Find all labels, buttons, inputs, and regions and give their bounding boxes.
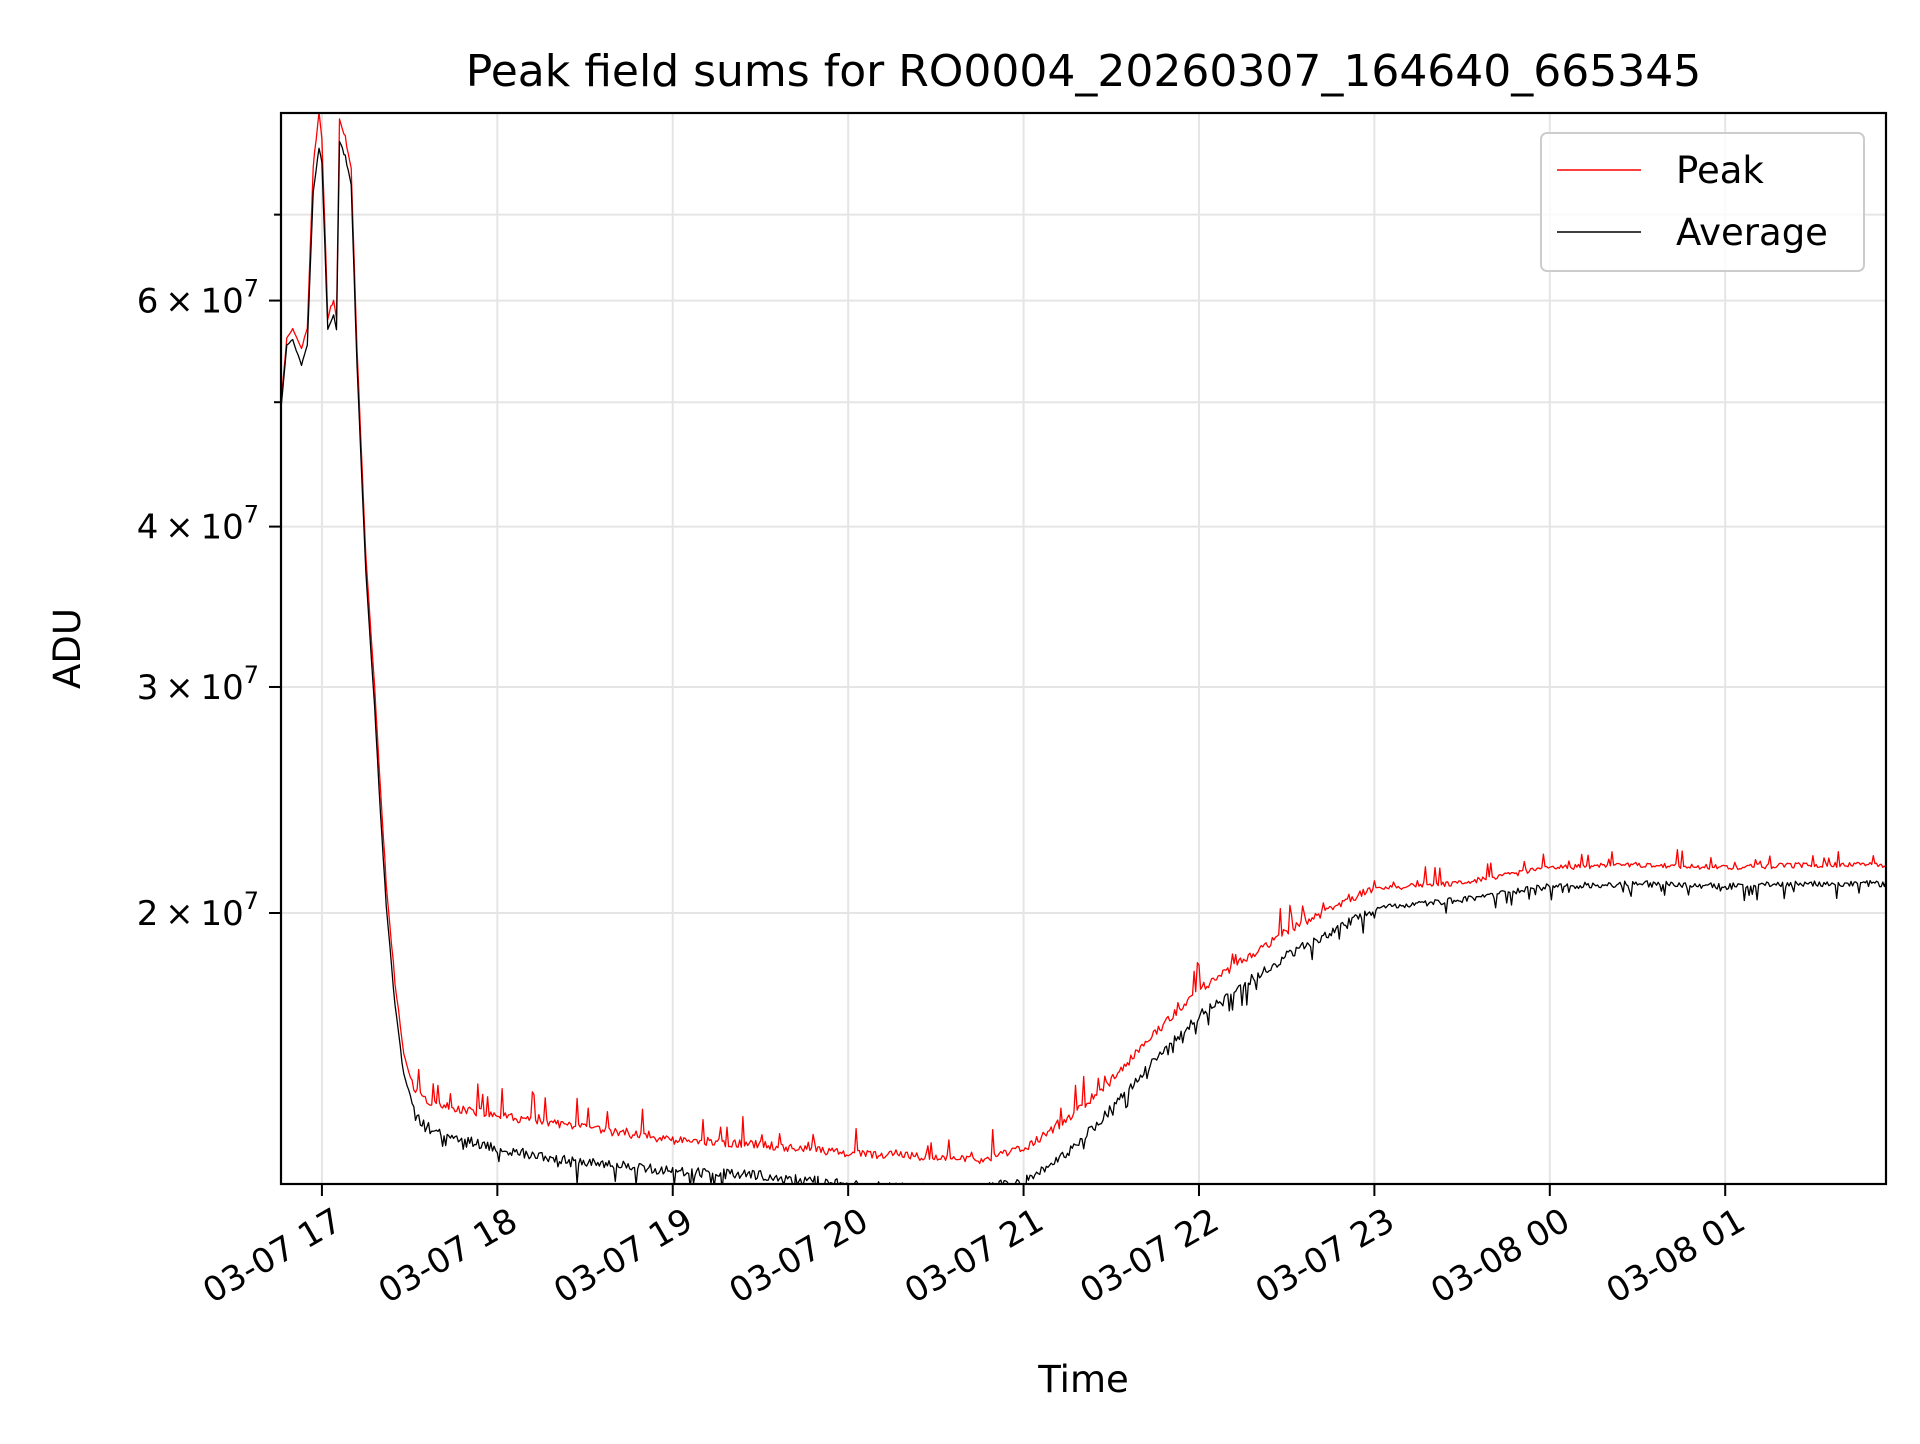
- y-tick-times: × 10: [158, 508, 243, 548]
- y-tick-times: × 10: [158, 282, 243, 322]
- y-tick-base: 4: [137, 508, 159, 548]
- legend-peak-label: Peak: [1676, 149, 1764, 192]
- y-tick-label: 3 × 107: [137, 661, 259, 708]
- y-tick-base: 3: [137, 668, 159, 708]
- legend-average-label: Average: [1676, 211, 1828, 254]
- y-tick-base: 2: [137, 894, 159, 934]
- y-tick-exponent: 7: [244, 501, 259, 529]
- series-average-line: [281, 140, 1886, 1184]
- x-axis-label: Time: [1037, 1358, 1129, 1401]
- plot-frame: [279, 111, 1888, 1186]
- y-tick-exponent: 7: [244, 275, 259, 303]
- series-peak-line: [281, 113, 1886, 1165]
- chart-title: Peak field sums for RO0004_20260307_1646…: [466, 46, 1702, 97]
- y-tick-times: × 10: [158, 894, 243, 934]
- y-tick-label: 4 × 107: [137, 501, 259, 548]
- y-tick-times: × 10: [158, 668, 243, 708]
- legend-box: [1540, 132, 1865, 272]
- grid: [281, 113, 1886, 1184]
- y-axis-label: ADU: [46, 608, 89, 689]
- y-tick-label: 2 × 107: [137, 887, 259, 934]
- y-tick-exponent: 7: [244, 887, 259, 915]
- legend: Peak Average: [1540, 132, 1865, 272]
- y-tick-exponent: 7: [244, 661, 259, 689]
- y-tick-base: 6: [137, 282, 159, 322]
- y-tick-label: 6 × 107: [137, 275, 259, 322]
- series-layer: [281, 113, 1886, 1184]
